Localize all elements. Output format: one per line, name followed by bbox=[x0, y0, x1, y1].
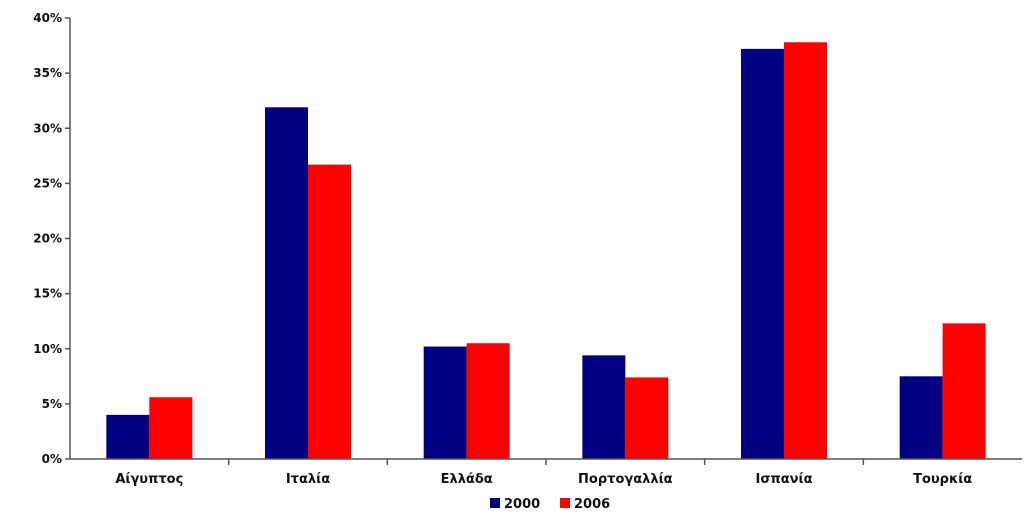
bar-2006-3 bbox=[625, 377, 669, 459]
y-tick-label: 20% bbox=[33, 232, 62, 246]
legend-swatch-2006 bbox=[560, 498, 570, 508]
x-axis: Αίγυπτος Ιταλία Ελλάδα Πορτογαλλία Ισπανία Το… bbox=[70, 458, 1022, 487]
y-tick-label: 5% bbox=[42, 397, 62, 411]
x-category-label: Αίγυπτος bbox=[115, 472, 183, 487]
x-category-label: Τουρκία bbox=[913, 472, 972, 487]
bar-2000-4 bbox=[741, 48, 784, 460]
legend-label-2006: 2006 bbox=[574, 497, 610, 512]
bar-2000-5 bbox=[899, 376, 943, 459]
legend: 2000 2006 bbox=[490, 497, 610, 512]
y-tick-label: 30% bbox=[33, 121, 62, 135]
x-category-label: Ιταλία bbox=[286, 472, 330, 487]
x-category-label: Ελλάδα bbox=[441, 472, 493, 487]
bar-2000-1 bbox=[265, 107, 308, 460]
bar-2006-2 bbox=[466, 343, 510, 459]
bar-2006-5 bbox=[942, 323, 986, 459]
legend-swatch-2000 bbox=[490, 498, 500, 508]
y-tick-label: 35% bbox=[33, 66, 62, 80]
y-tick-label: 0% bbox=[42, 452, 62, 466]
bar-2006-1 bbox=[308, 164, 351, 459]
y-tick-label: 10% bbox=[33, 342, 62, 356]
bar-2000-3 bbox=[582, 355, 626, 459]
bar-2006-0 bbox=[149, 397, 193, 459]
y-axis: 0% 5% 10% 15% 20% 25% 30% 35% 40% bbox=[33, 11, 71, 466]
x-category-label: Ισπανία bbox=[755, 472, 812, 487]
bar-2000-2 bbox=[423, 346, 467, 459]
legend-label-2000: 2000 bbox=[504, 497, 540, 512]
bar-2000-0 bbox=[106, 414, 150, 459]
bars bbox=[106, 42, 986, 460]
y-tick-label: 40% bbox=[33, 11, 62, 25]
y-tick-label: 15% bbox=[33, 287, 62, 301]
x-category-label: Πορτογαλλία bbox=[578, 472, 673, 487]
bar-2006-4 bbox=[784, 42, 827, 459]
y-tick-label: 25% bbox=[33, 176, 62, 190]
